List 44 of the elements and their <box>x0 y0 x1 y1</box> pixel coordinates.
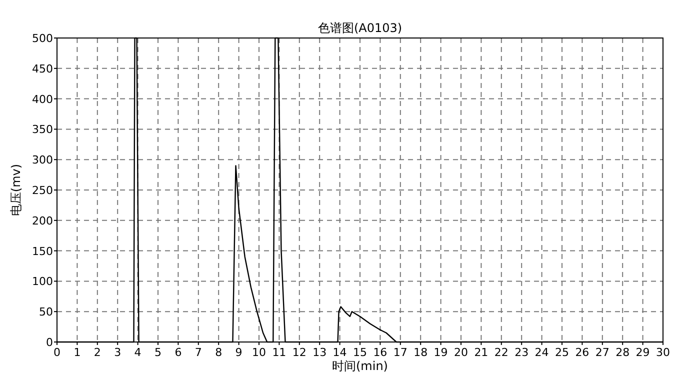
x-tick-label: 21 <box>474 346 488 359</box>
y-tick-label: 500 <box>32 32 53 45</box>
x-tick-label: 22 <box>494 346 508 359</box>
x-tick-label: 27 <box>595 346 610 359</box>
x-axis-title: 时间(min) <box>332 359 388 373</box>
x-tick-label: 4 <box>134 346 142 359</box>
y-tick-label: 350 <box>32 123 53 136</box>
y-tick-label: 400 <box>32 92 53 106</box>
x-tick-label: 1 <box>74 346 81 359</box>
x-tick-label: 7 <box>194 346 202 359</box>
x-tick-label: 29 <box>636 346 650 359</box>
y-tick-label: 150 <box>32 244 53 258</box>
x-tick-label: 23 <box>514 346 529 359</box>
x-tick-label: 24 <box>534 346 549 359</box>
x-tick-label: 30 <box>656 346 670 359</box>
y-tick-label: 200 <box>32 214 53 228</box>
x-tick-label: 17 <box>393 346 408 359</box>
y-axis-title: 电压(mv) <box>9 164 23 216</box>
x-tick-label: 5 <box>154 346 162 359</box>
x-tick-label: 25 <box>555 346 569 359</box>
x-tick-label: 12 <box>292 346 306 359</box>
x-tick-label: 6 <box>174 346 182 359</box>
x-tick-label: 15 <box>353 346 367 359</box>
x-tick-label: 8 <box>215 346 222 359</box>
x-tick-label: 2 <box>94 346 101 359</box>
y-tick-label: 450 <box>32 62 53 76</box>
x-tick-label: 14 <box>332 346 347 359</box>
chart-title: 色谱图(A0103) <box>318 21 402 35</box>
x-tick-label: 18 <box>414 346 428 359</box>
x-tick-label: 16 <box>373 346 388 359</box>
y-tick-label: 0 <box>46 336 53 349</box>
x-tick-label: 9 <box>235 346 242 359</box>
x-tick-label: 26 <box>575 346 590 359</box>
x-tick-label: 19 <box>434 346 448 359</box>
y-tick-label: 100 <box>32 275 53 288</box>
y-tick-label: 300 <box>32 154 53 167</box>
y-tick-label: 50 <box>39 306 53 319</box>
x-tick-label: 11 <box>272 346 286 359</box>
x-tick-label: 10 <box>252 346 266 359</box>
x-tick-label: 3 <box>114 346 122 359</box>
x-tick-label: 20 <box>454 346 468 359</box>
y-tick-label: 250 <box>32 184 53 197</box>
x-tick-label: 28 <box>616 346 630 359</box>
x-tick-label: 13 <box>312 346 327 359</box>
